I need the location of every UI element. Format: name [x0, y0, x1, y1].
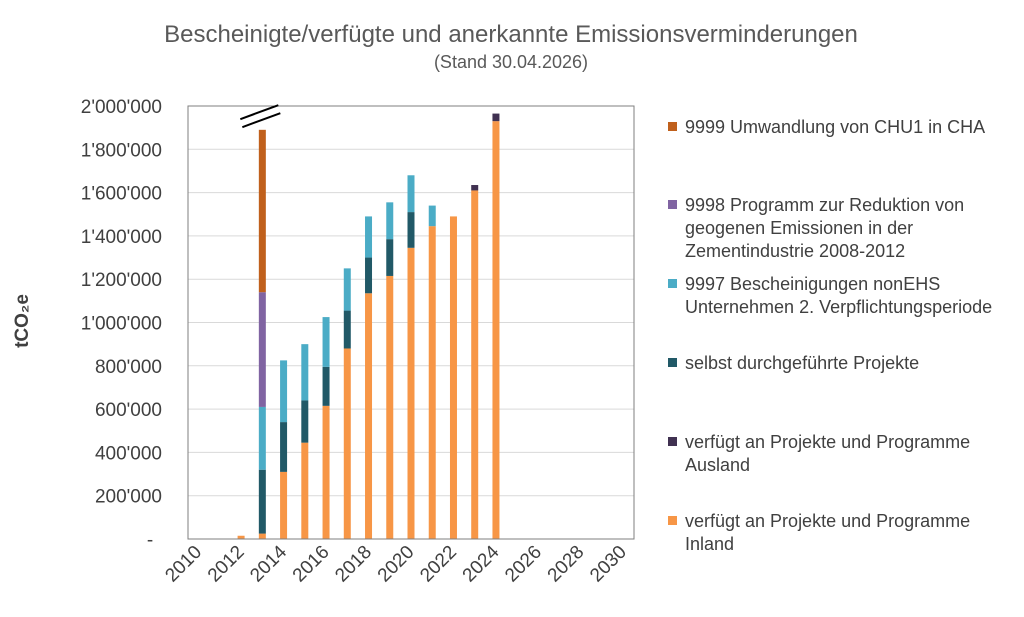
y-axis-ticks: - 200'000 400'000 600'000 800'000 1'000'000 1'… — [81, 97, 162, 551]
bar-segment — [322, 317, 330, 367]
bar-segment — [386, 202, 394, 240]
bar-segment — [280, 360, 288, 423]
bar-segment — [407, 175, 415, 213]
y-tick-label: 1'800'000 — [81, 140, 162, 161]
bar-segment — [471, 185, 479, 191]
x-tick-label: 2018 — [331, 542, 376, 587]
bar-segment — [492, 113, 500, 122]
bar-segment — [258, 292, 266, 407]
y-tick-label: - — [147, 530, 153, 551]
y-tick-label: 1'600'000 — [81, 184, 162, 205]
legend-label: 9999 Umwandlung von CHU1 in CHA — [685, 117, 986, 137]
bar-segment — [343, 310, 351, 349]
x-tick-label: 2012 — [204, 542, 249, 587]
bar-segment — [237, 535, 245, 539]
legend-label: verfügt an Projekte und Programme Auslan… — [685, 432, 971, 475]
legend-label: verfügt an Projekte und Programme Inland — [685, 511, 971, 554]
axis-break-line — [239, 104, 279, 121]
y-tick-label: 2'000'000 — [81, 97, 162, 118]
y-tick-label: 400'000 — [95, 443, 162, 464]
x-tick-label: 2014 — [246, 541, 291, 586]
bar-segment — [280, 471, 288, 539]
y-tick-label: 200'000 — [95, 487, 162, 508]
legend-swatch — [668, 358, 677, 367]
bar-segment — [343, 268, 351, 311]
x-tick-label: 2020 — [374, 542, 419, 587]
x-tick-label: 2026 — [501, 542, 546, 587]
x-tick-label: 2022 — [416, 542, 461, 587]
bar-segment — [365, 257, 373, 294]
bar-segment — [322, 366, 330, 406]
legend-item-selbst: selbst durchgeführte Projekte — [668, 352, 1018, 375]
bar-segment — [258, 469, 266, 534]
bar-segment — [280, 422, 288, 472]
x-tick-label: 2016 — [289, 542, 334, 587]
y-tick-label: 1'200'000 — [81, 270, 162, 291]
bar-segment — [449, 216, 457, 540]
bar-segment — [492, 121, 500, 539]
legend-item-ausland: verfügt an Projekte und Programme Auslan… — [668, 431, 1018, 477]
y-tick-label: 1'400'000 — [81, 227, 162, 248]
x-tick-label: 2024 — [459, 541, 504, 586]
bar-segment — [386, 239, 394, 276]
x-axis-ticks: 2010201220142016201820202022202420262028… — [161, 541, 631, 586]
bar-segment — [301, 344, 309, 401]
axis-break-line — [241, 112, 281, 129]
bar-segment — [407, 247, 415, 539]
x-tick-label: 2010 — [161, 542, 206, 587]
legend-label: 9997 Bescheinigungen nonEHS Unternehmen … — [685, 274, 993, 317]
legend-label: 9998 Programm zur Reduktion von geogenen… — [685, 195, 965, 261]
bar-segment — [343, 348, 351, 539]
bar-segment — [365, 293, 373, 539]
legend-label: selbst durchgeführte Projekte — [685, 353, 920, 373]
x-tick-label: 2030 — [586, 542, 631, 587]
legend-item-inland: verfügt an Projekte und Programme Inland — [668, 510, 1018, 556]
x-tick-label: 2028 — [544, 542, 589, 587]
bar-segment — [365, 216, 373, 258]
bar-segment — [471, 190, 479, 539]
legend-swatch — [668, 200, 677, 209]
bar-segment — [301, 400, 309, 443]
bar-segment — [428, 226, 436, 539]
y-tick-label: 800'000 — [95, 357, 162, 378]
legend-item-9997: 9997 Bescheinigungen nonEHS Unternehmen … — [668, 273, 1018, 319]
legend-swatch — [668, 279, 677, 288]
bar-segment — [428, 205, 436, 227]
chart-subtitle: (Stand 30.04.2026) — [434, 52, 588, 72]
legend-swatch — [668, 122, 677, 131]
bars — [237, 113, 500, 540]
legend-swatch — [668, 437, 677, 446]
axis-break-gap — [244, 107, 281, 122]
y-axis-label: tCO₂e — [12, 294, 33, 348]
axis-break-mark — [239, 104, 281, 129]
legend-item-9999: 9999 Umwandlung von CHU1 in CHA — [668, 116, 1018, 139]
y-tick-label: 600'000 — [95, 400, 162, 421]
bar-segment — [301, 442, 309, 539]
y-tick-label: 1'000'000 — [81, 314, 162, 335]
legend-swatch — [668, 516, 677, 525]
bar-segment — [258, 129, 266, 293]
bar-segment — [258, 406, 266, 470]
bar-segment — [258, 533, 266, 539]
plot-frame — [187, 105, 635, 540]
bar-segment — [407, 212, 415, 248]
bar-segment — [322, 405, 330, 539]
bar-segment — [386, 275, 394, 539]
legend-item-9998: 9998 Programm zur Reduktion von geogenen… — [668, 194, 1018, 263]
chart-title: Bescheinigte/verfügte und anerkannte Emi… — [164, 21, 858, 48]
